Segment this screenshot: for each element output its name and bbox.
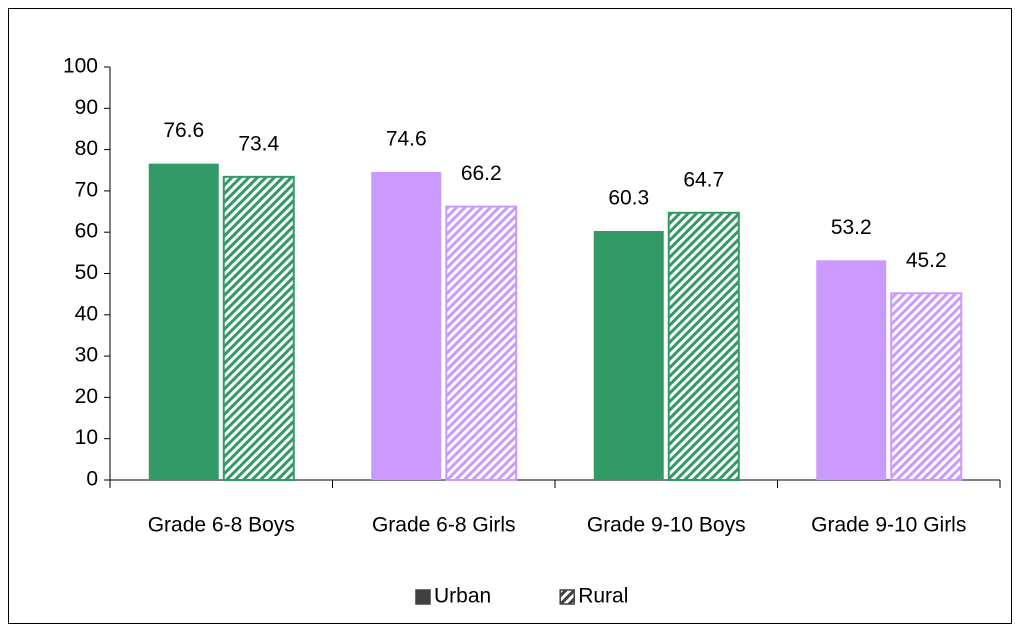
y-tick-label: 30 <box>75 344 98 367</box>
legend-swatch <box>415 589 431 605</box>
legend-label: Rural <box>578 585 628 608</box>
y-tick-label: 60 <box>75 220 98 243</box>
value-label: 60.3 <box>608 187 649 210</box>
bar <box>593 230 664 480</box>
bar <box>890 292 963 481</box>
y-tick-label: 90 <box>75 96 98 119</box>
value-label: 45.2 <box>906 249 947 272</box>
x-tick-label: Grade 9-10 Girls <box>811 514 966 537</box>
y-tick-label: 100 <box>63 55 98 78</box>
value-label: 53.2 <box>831 216 872 239</box>
bar <box>445 205 518 481</box>
y-tick-label: 10 <box>75 426 98 449</box>
legend-swatch <box>559 589 575 605</box>
bar <box>148 163 219 480</box>
value-label: 66.2 <box>461 162 502 185</box>
value-label: 64.7 <box>683 168 724 191</box>
bar <box>667 211 740 481</box>
legend-label: Urban <box>434 585 491 608</box>
x-tick-label: Grade 6-8 Boys <box>148 514 295 537</box>
y-tick-label: 50 <box>75 261 98 284</box>
x-tick-label: Grade 9-10 Boys <box>587 514 746 537</box>
y-tick-label: 20 <box>75 385 98 408</box>
value-label: 74.6 <box>386 127 427 150</box>
value-label: 73.4 <box>238 132 279 155</box>
bar <box>371 171 442 481</box>
y-tick-label: 70 <box>75 178 98 201</box>
y-tick-label: 0 <box>86 468 98 491</box>
value-label: 76.6 <box>163 119 204 142</box>
bar <box>222 175 295 481</box>
x-tick-label: Grade 6-8 Girls <box>372 514 516 537</box>
y-tick-label: 80 <box>75 137 98 160</box>
bar <box>816 260 887 480</box>
y-tick-label: 40 <box>75 302 98 325</box>
